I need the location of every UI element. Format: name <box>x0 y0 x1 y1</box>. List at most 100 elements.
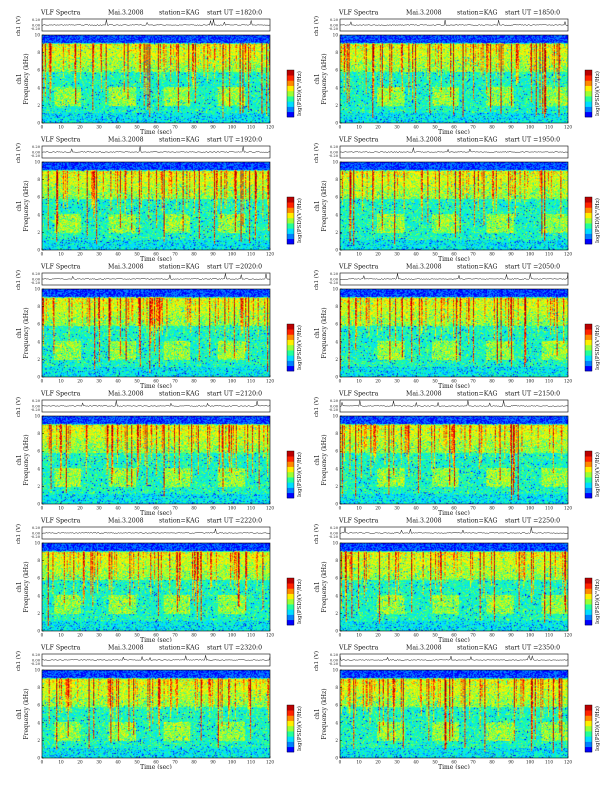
x-tick-label: 20 <box>77 506 83 511</box>
colorbar-segment <box>585 233 592 240</box>
colorbar-segment <box>585 329 592 335</box>
colorbar-segment <box>287 233 294 240</box>
y-tick-label: 2 <box>37 230 40 235</box>
colorbar-segment <box>287 238 294 245</box>
panel-start-ut: start UT =2350:0 <box>505 645 560 652</box>
colorbar-label: log(PSD)(V²/Hz) <box>594 452 601 497</box>
waveform-tick-label: 0.00 <box>330 405 339 409</box>
y-tick-label: 2 <box>37 484 40 489</box>
x-tick-label: 120 <box>266 379 274 384</box>
y-axis-label: Frequency (kHz) <box>23 180 30 231</box>
y-tick-label: 2 <box>335 738 338 743</box>
x-tick-label: 0 <box>339 252 342 257</box>
waveform-frame <box>41 526 271 540</box>
x-tick-label: 100 <box>526 125 534 130</box>
waveform-trace <box>41 19 271 26</box>
y-tick-label: 0 <box>335 756 338 761</box>
colorbar-segment <box>585 492 592 499</box>
y-axis-label: Frequency (kHz) <box>321 307 328 358</box>
x-tick-label: 50 <box>134 633 140 638</box>
colorbar-segment <box>585 715 592 721</box>
x-tick-label: 110 <box>247 252 255 257</box>
spectrogram-heatmap <box>340 543 568 631</box>
y-tick-label: 4 <box>37 466 40 471</box>
colorbar-label: log(PSD)(V²/Hz) <box>296 706 303 751</box>
x-tick-label: 100 <box>228 125 236 130</box>
panel-header-title: VLF Spectra <box>40 391 81 398</box>
x-tick-label: 40 <box>413 252 419 257</box>
colorbar-segment <box>287 228 294 234</box>
waveform-trace <box>41 146 271 153</box>
colorbar-segment <box>585 619 592 626</box>
panel-header-title: VLF Spectra <box>40 645 81 652</box>
spectrogram-panel: VLF Spectra Mai.3.2008 station=KAG start UT… <box>313 645 601 770</box>
y-tick-label: 4 <box>335 720 338 725</box>
y-tick-label: 8 <box>37 431 40 436</box>
y-tick-label: 8 <box>335 177 338 182</box>
x-axis-label: Time (sec) <box>140 129 172 134</box>
waveform-trace <box>339 19 569 26</box>
y-tick-label: 2 <box>335 230 338 235</box>
y-tick-label: 6 <box>335 68 338 73</box>
x-tick-label: 120 <box>266 125 274 130</box>
waveform-tick-label: 0.00 <box>32 278 41 282</box>
y-tick-label: 10 <box>333 541 339 546</box>
panel-start-ut: start UT =2320:0 <box>207 645 262 652</box>
colorbar-segment <box>287 604 294 610</box>
colorbar-segment <box>585 197 592 203</box>
spectrogram-heatmap <box>42 162 270 250</box>
x-tick-label: 0 <box>41 506 44 511</box>
x-tick-label: 120 <box>266 506 274 511</box>
colorbar-frame <box>286 704 295 753</box>
waveform-tick-label: -0.20 <box>31 281 41 285</box>
colorbar-label: log(PSD)(V²/Hz) <box>594 579 601 624</box>
colorbar-segment <box>287 746 294 753</box>
x-tick-label: 110 <box>545 506 553 511</box>
waveform-tick-label: -0.20 <box>329 27 339 31</box>
y-tick-label: 0 <box>335 502 338 507</box>
y-tick-label: 10 <box>333 287 339 292</box>
waveform-y-label: ch1 (V) <box>15 397 22 417</box>
waveform-trace <box>339 273 569 280</box>
x-tick-label: 40 <box>115 252 121 257</box>
y-tick-label: 6 <box>37 68 40 73</box>
colorbar-segment <box>585 461 592 467</box>
spectrogram-panel: VLF Spectra Mai.3.2008 station=KAG start UT… <box>15 137 303 262</box>
colorbar-segment <box>585 736 592 742</box>
x-tick-label: 110 <box>247 760 255 765</box>
colorbar-segment <box>287 75 294 81</box>
colorbar-segment <box>287 456 294 462</box>
colorbar-frame <box>584 577 593 626</box>
x-tick-label: 50 <box>432 506 438 511</box>
colorbar-segment <box>585 604 592 610</box>
spectrogram-panel: VLF Spectra Mai.3.2008 station=KAG start UT… <box>15 391 303 516</box>
x-tick-label: 0 <box>339 379 342 384</box>
colorbar-segment <box>585 101 592 107</box>
x-tick-label: 20 <box>77 760 83 765</box>
colorbar-segment <box>287 101 294 107</box>
y-tick-label: 4 <box>37 593 40 598</box>
x-axis-label: Time (sec) <box>438 510 470 515</box>
y-tick-label: 0 <box>37 375 40 380</box>
y-tick-label: 10 <box>35 287 41 292</box>
x-tick-label: 20 <box>77 252 83 257</box>
y-tick-label: 0 <box>335 121 338 126</box>
y-tick-label: 6 <box>335 449 338 454</box>
panel-header-title: VLF Spectra <box>338 137 379 144</box>
x-tick-label: 30 <box>96 252 102 257</box>
panel-date: Mai.3.2008 <box>108 518 144 525</box>
y-tick-label: 10 <box>35 414 41 419</box>
colorbar-frame <box>584 323 593 372</box>
colorbar-frame <box>584 69 593 118</box>
y-axis-label: Frequency (kHz) <box>321 180 328 231</box>
y-tick-label: 2 <box>37 738 40 743</box>
y-tick-label: 4 <box>335 339 338 344</box>
x-tick-label: 0 <box>339 633 342 638</box>
colorbar-segment <box>287 578 294 584</box>
spectrogram-panel: VLF Spectra Mai.3.2008 station=KAG start UT… <box>15 645 303 770</box>
colorbar-segment <box>585 223 592 229</box>
spectrogram-heatmap <box>340 289 568 377</box>
waveform-tick-label: -0.20 <box>329 662 339 666</box>
colorbar-segment <box>287 598 294 605</box>
x-tick-label: 40 <box>115 379 121 384</box>
